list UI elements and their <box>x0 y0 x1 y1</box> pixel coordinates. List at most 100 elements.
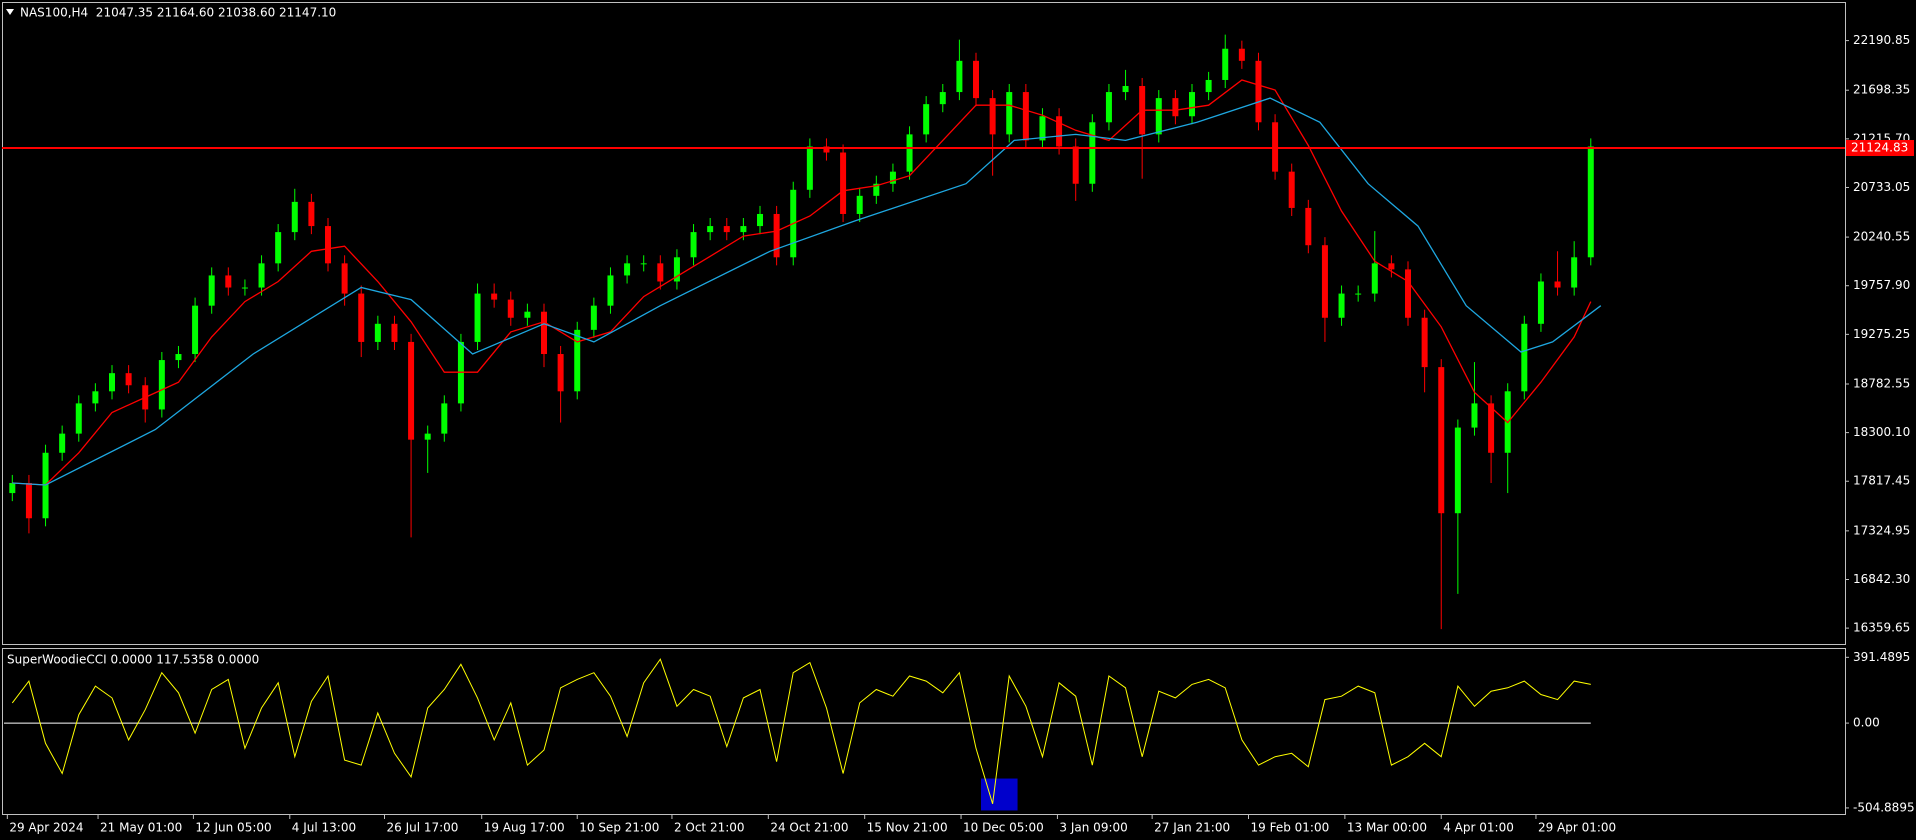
candle-body <box>1272 122 1279 172</box>
y-tick-label: 18782.55 <box>1853 376 1910 390</box>
x-tick-label: 27 Jan 21:00 <box>1154 821 1230 835</box>
candle-body <box>856 195 863 214</box>
candle-body <box>424 433 431 440</box>
y-tick-label: 18300.10 <box>1853 425 1910 439</box>
candle-body <box>889 171 896 184</box>
cci-line <box>11 658 1591 804</box>
x-tick-label: 19 Aug 17:00 <box>484 821 565 835</box>
candle-body <box>557 354 564 392</box>
candle-body <box>1521 323 1528 392</box>
candle-body <box>1105 92 1112 123</box>
candle-body <box>241 287 248 289</box>
candle-body <box>939 92 946 105</box>
candle-body <box>1022 92 1029 141</box>
candle-body <box>391 323 398 342</box>
candle-body <box>1321 245 1328 318</box>
y-tick-label: -504.8895 <box>1853 800 1915 814</box>
candle-body <box>690 232 697 258</box>
candle-body <box>1288 171 1295 208</box>
x-tick-label: 3 Jan 09:00 <box>1059 821 1127 835</box>
candle-body <box>92 391 99 404</box>
x-tick-label: 29 Apr 2024 <box>9 821 83 835</box>
candle-body <box>258 263 265 288</box>
candle-body <box>1205 79 1212 93</box>
menu-arrow[interactable] <box>6 9 14 15</box>
candle-body <box>1355 293 1362 295</box>
candle-body <box>308 201 315 227</box>
x-tick-label: 15 Nov 21:00 <box>867 821 948 835</box>
y-tick-label: 16359.65 <box>1853 621 1910 635</box>
candle-body <box>541 311 548 355</box>
x-tick-label: 2 Oct 21:00 <box>674 821 745 835</box>
moving-average <box>12 79 1592 486</box>
candle-body <box>125 373 132 386</box>
candle-body <box>341 263 348 294</box>
candle-body <box>408 341 415 440</box>
y-tick-label: 16842.30 <box>1853 572 1910 586</box>
candle-body <box>1172 98 1179 117</box>
candle-body <box>491 293 498 300</box>
y-tick-label: 391.4895 <box>1853 650 1910 664</box>
candle-body <box>1122 86 1129 93</box>
candle-body <box>1238 48 1245 61</box>
indicator-pane <box>2 648 1846 815</box>
candle-body <box>1421 317 1428 368</box>
x-tick-label: 24 Oct 21:00 <box>770 821 848 835</box>
candle-body <box>374 323 381 342</box>
candle-body <box>1371 263 1378 294</box>
candle-body <box>673 257 680 282</box>
candle-body <box>973 60 980 99</box>
x-tick-label: 4 Jul 13:00 <box>292 821 356 835</box>
candle-body <box>607 275 614 306</box>
candle-body <box>657 263 664 282</box>
candle-body <box>640 263 647 265</box>
x-tick-label: 4 Apr 01:00 <box>1443 821 1514 835</box>
y-tick-label: 21698.35 <box>1853 83 1910 97</box>
candle-body <box>9 482 16 494</box>
candle-body <box>1155 98 1162 135</box>
candle-body <box>1222 48 1229 80</box>
candle-body <box>989 98 996 135</box>
x-tick-label: 19 Feb 01:00 <box>1251 821 1330 835</box>
candle-body <box>1471 403 1478 428</box>
candle-body <box>192 305 199 355</box>
candle-body <box>158 360 165 410</box>
y-tick-label: 20240.55 <box>1853 230 1910 244</box>
candle-body <box>1554 281 1561 288</box>
candle-body <box>873 183 880 196</box>
candle-body <box>291 201 298 233</box>
price-pane <box>2 2 1846 645</box>
candle-body <box>956 60 963 93</box>
candle-body <box>59 433 66 453</box>
candle-body <box>325 226 332 264</box>
x-tick-label: 12 Jun 05:00 <box>195 821 271 835</box>
candle-body <box>773 213 780 258</box>
candle-body <box>1405 269 1412 318</box>
candle-body <box>1255 60 1262 123</box>
y-tick-label: 22190.85 <box>1853 33 1910 47</box>
candle-body <box>1338 293 1345 318</box>
candle-body <box>1488 403 1495 453</box>
candle-body <box>175 354 182 361</box>
candle-body <box>624 263 631 276</box>
candle-body <box>823 146 830 153</box>
candle-body <box>806 146 813 190</box>
y-tick-label: 19275.25 <box>1853 327 1910 341</box>
candle-body <box>208 275 215 306</box>
x-tick-label: 10 Sep 21:00 <box>579 821 659 835</box>
candle-body <box>225 275 232 288</box>
candle-body <box>1587 146 1594 258</box>
candle-body <box>906 134 913 172</box>
candle-body <box>1089 122 1096 184</box>
candle-body <box>740 226 747 233</box>
candle-body <box>75 403 82 434</box>
moving-average <box>12 97 1602 486</box>
candle-body <box>1571 257 1578 288</box>
x-tick-label: 13 Mar 00:00 <box>1347 821 1427 835</box>
x-tick-label: 29 Apr 01:00 <box>1538 821 1616 835</box>
candle-body <box>1305 207 1312 246</box>
candle-body <box>1438 367 1445 514</box>
